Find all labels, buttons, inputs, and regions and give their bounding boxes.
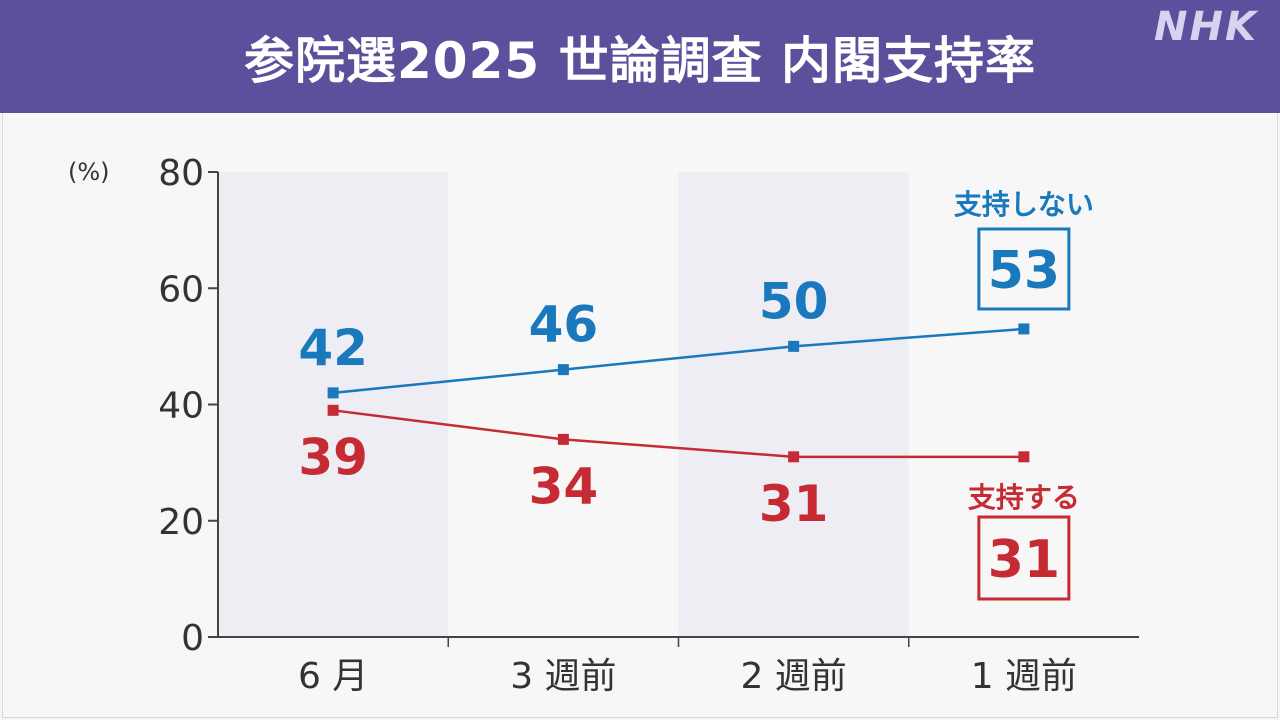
support-data-label: 34 [529,457,599,515]
support-series-name: 支持する [968,481,1080,514]
y-tick-label: 0 [181,618,204,659]
nonsupport-data-label: 50 [759,272,829,330]
y-tick-label: 60 [158,269,204,310]
nonsupport-point [788,340,800,352]
nonsupport-point [327,387,339,399]
support-data-label: 31 [759,475,829,533]
y-tick-label: 80 [158,153,204,194]
y-axis-unit: (%) [68,158,110,186]
column-band [678,172,909,637]
nonsupport-point [1018,323,1030,335]
column-band [218,172,449,637]
support-point [327,404,339,416]
x-tick-label: 6 月 [298,656,368,697]
nonsupport-point [557,364,569,376]
support-line [332,409,1024,459]
x-tick-label: 1 週前 [971,656,1077,697]
nonsupport-value-box [977,227,1071,311]
nonsupport-data-label: 42 [298,319,368,377]
title-banner [0,0,1280,113]
support-point [788,451,800,463]
nonsupport-series-name: 支持しない [954,188,1094,221]
nonsupport-latest-value: 53 [988,241,1060,301]
support-point [557,433,569,445]
support-latest-value: 31 [988,530,1060,590]
y-tick-label: 20 [158,502,204,543]
support-data-label: 39 [298,428,368,486]
chart-title: 参院選2025 世論調査 内閣支持率 [244,31,1036,90]
support-value-box [977,515,1071,601]
nhk-logo: NHK [1154,4,1258,50]
nonsupport-line [332,327,1024,395]
nonsupport-data-label: 46 [529,296,599,354]
support-point [1018,451,1030,463]
x-tick-label: 3 週前 [510,656,616,697]
x-tick-label: 2 週前 [740,656,846,697]
column-band [908,172,1139,637]
y-tick-label: 40 [158,386,204,427]
column-band [448,172,679,637]
